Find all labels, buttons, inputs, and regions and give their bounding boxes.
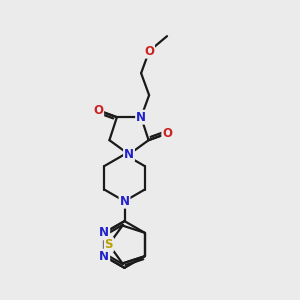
Text: N: N <box>119 195 130 208</box>
Text: S: S <box>104 238 113 251</box>
Text: O: O <box>144 45 154 58</box>
Text: O: O <box>93 104 103 117</box>
Text: N: N <box>99 226 109 239</box>
Text: N: N <box>124 148 134 161</box>
Text: O: O <box>162 127 172 140</box>
Text: N: N <box>99 250 109 263</box>
Text: N: N <box>136 111 146 124</box>
